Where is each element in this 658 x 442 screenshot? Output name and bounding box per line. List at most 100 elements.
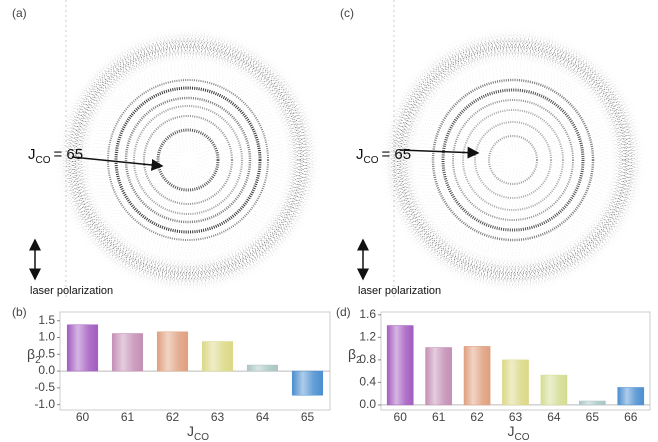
- ion-ring: [453, 100, 573, 220]
- ion-haze: [481, 128, 546, 193]
- ion-ring: [396, 43, 630, 277]
- ion-haze: [118, 90, 258, 230]
- annotation-subscript: CO: [364, 155, 379, 166]
- ion-haze: [503, 150, 523, 170]
- plot-frame: [60, 312, 330, 410]
- bar: [247, 365, 278, 371]
- ion-haze: [468, 115, 558, 205]
- ion-haze: [178, 150, 198, 170]
- ion-haze: [433, 80, 593, 240]
- x-axis-label: JCO: [508, 423, 530, 442]
- ion-ring: [383, 30, 644, 291]
- ion-image: (c)JCO= 65laser polarization: [340, 0, 645, 300]
- figure: (a)JCO= 65laser polarization(c)JCO= 65la…: [0, 0, 658, 442]
- annotation-text: = 65: [54, 146, 84, 163]
- bar: [426, 347, 452, 404]
- panel-label: (b): [12, 305, 27, 319]
- ion-haze: [448, 95, 578, 225]
- y-tick-label: 0.8: [359, 352, 376, 366]
- ion-haze: [108, 80, 268, 240]
- bar: [541, 375, 567, 405]
- ion-ring: [410, 57, 617, 264]
- ion-haze: [496, 143, 531, 178]
- x-label-symbol: J: [508, 423, 515, 439]
- x-tick-label: 60: [394, 410, 408, 424]
- x-tick-label: 62: [166, 410, 180, 424]
- panel-label: (c): [340, 6, 354, 20]
- bar: [579, 401, 605, 405]
- y-tick-label: 1.2: [359, 330, 376, 344]
- x-label-subscript: CO: [515, 432, 530, 442]
- ion-haze: [483, 130, 543, 190]
- y-tick-label: 0.5: [38, 346, 55, 360]
- ion-haze: [153, 125, 223, 195]
- annotation-symbol: J: [356, 146, 364, 163]
- x-tick-label: 60: [76, 410, 90, 424]
- x-tick-label: 63: [509, 410, 523, 424]
- ion-haze: [93, 65, 283, 255]
- y-label-subscript: 2: [35, 355, 41, 366]
- x-label-symbol: J: [187, 423, 194, 439]
- x-tick-label: 62: [470, 410, 484, 424]
- ion-haze: [498, 145, 528, 175]
- bar: [292, 371, 323, 395]
- bar: [157, 332, 188, 371]
- ion-haze: [131, 103, 246, 218]
- ion-haze: [486, 133, 541, 188]
- ion-haze: [431, 78, 596, 243]
- y-tick-label: 0.4: [359, 375, 376, 389]
- bar: [112, 333, 143, 371]
- ion-ring: [108, 80, 268, 240]
- ion-haze: [493, 140, 533, 180]
- ion-haze: [423, 70, 603, 250]
- y-tick-label: 0.0: [359, 397, 376, 411]
- bar: [618, 387, 644, 404]
- annotation-text: = 65: [382, 146, 412, 163]
- y-tick-label: 1.5: [38, 313, 55, 327]
- ion-ring: [489, 136, 537, 184]
- ion-haze: [161, 133, 216, 188]
- ion-haze: [123, 95, 253, 225]
- x-label-subscript: CO: [194, 432, 209, 442]
- ion-haze: [148, 120, 228, 200]
- bar: [502, 360, 528, 405]
- ion-haze: [168, 140, 208, 180]
- bar: [202, 342, 233, 372]
- ion-ring: [402, 49, 624, 271]
- x-tick-label: 63: [211, 410, 225, 424]
- ion-haze: [128, 100, 248, 220]
- x-tick-label: 65: [301, 410, 315, 424]
- ion-haze: [451, 98, 576, 223]
- x-tick-label: 61: [121, 410, 135, 424]
- ion-haze: [436, 83, 591, 238]
- bar: [387, 326, 413, 405]
- panel-label: (a): [12, 6, 27, 20]
- ion-haze: [473, 120, 553, 200]
- ion-haze: [156, 128, 221, 193]
- y-tick-label: 0.0: [38, 363, 55, 377]
- panel-label: (d): [336, 305, 351, 319]
- ion-haze: [426, 73, 601, 248]
- ion-ring: [386, 33, 641, 288]
- ion-haze: [166, 138, 211, 183]
- y-tick-label: -0.5: [34, 380, 55, 394]
- annotation: JCO= 65: [356, 146, 411, 166]
- y-label-subscript: 2: [356, 355, 362, 366]
- ion-haze: [491, 138, 536, 183]
- ion-haze: [173, 145, 203, 175]
- y-tick-label: -1.0: [34, 397, 55, 411]
- ion-haze: [176, 148, 201, 173]
- x-tick-label: 66: [624, 410, 638, 424]
- ion-haze: [466, 113, 561, 208]
- ion-haze: [106, 78, 271, 243]
- ion-ring: [433, 80, 593, 240]
- ion-haze: [476, 123, 551, 198]
- x-tick-label: 61: [432, 410, 446, 424]
- y-tick-label: 1.0: [38, 330, 55, 344]
- x-tick-label: 64: [547, 410, 561, 424]
- ion-ring: [77, 49, 299, 271]
- x-tick-label: 65: [586, 410, 600, 424]
- annotation: JCO= 65: [28, 146, 83, 166]
- annotation-subscript: CO: [36, 155, 51, 166]
- ion-image: (a)JCO= 65laser polarization: [12, 0, 320, 300]
